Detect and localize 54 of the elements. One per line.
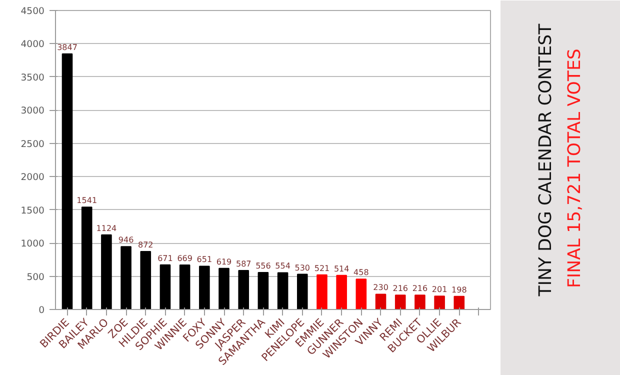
y-tick-label: 3000 bbox=[20, 106, 45, 117]
data-label: 230 bbox=[373, 283, 388, 292]
y-tick-label: 4000 bbox=[20, 39, 45, 50]
bar bbox=[101, 234, 112, 310]
data-label: 1124 bbox=[96, 224, 117, 233]
y-tick-label: 500 bbox=[26, 272, 45, 283]
bar bbox=[179, 264, 190, 310]
data-label: 587 bbox=[236, 259, 252, 268]
data-label: 216 bbox=[412, 284, 428, 294]
data-label: 521 bbox=[314, 264, 330, 273]
data-label: 669 bbox=[177, 254, 192, 264]
data-label: 514 bbox=[334, 264, 350, 274]
bar bbox=[199, 266, 210, 310]
bar bbox=[120, 246, 132, 310]
bar bbox=[454, 296, 465, 310]
bar bbox=[394, 294, 406, 310]
y-tick-label: 2500 bbox=[20, 138, 45, 150]
data-label: 946 bbox=[118, 236, 134, 245]
y-tick-label: 3500 bbox=[20, 72, 45, 84]
data-label: 619 bbox=[216, 257, 232, 266]
text: FINAL 15,721 TOTAL VOTES bbox=[564, 48, 585, 288]
data-label: 530 bbox=[294, 263, 310, 272]
bar bbox=[296, 274, 308, 310]
y-tick-label: 1500 bbox=[20, 205, 45, 216]
bar bbox=[140, 251, 152, 310]
bar bbox=[414, 294, 426, 310]
bar bbox=[160, 264, 171, 310]
data-label: 1541 bbox=[76, 196, 98, 206]
bar bbox=[375, 294, 386, 310]
y-tick-label: 1000 bbox=[20, 238, 45, 250]
data-label: 651 bbox=[196, 255, 212, 264]
data-label: 216 bbox=[392, 284, 408, 294]
y-tick-label: 4500 bbox=[20, 6, 45, 17]
bar bbox=[81, 206, 92, 310]
bar bbox=[356, 278, 367, 310]
data-label: 3847 bbox=[57, 42, 78, 52]
data-label: 554 bbox=[275, 262, 290, 271]
y-tick-label: 2000 bbox=[20, 172, 45, 184]
y-tick-label: 0 bbox=[38, 305, 45, 316]
bar bbox=[316, 274, 328, 310]
bar bbox=[277, 272, 288, 310]
bar bbox=[258, 272, 269, 310]
bar bbox=[218, 268, 230, 310]
data-label: 872 bbox=[138, 240, 154, 250]
data-label: 458 bbox=[354, 268, 369, 278]
data-label: 671 bbox=[158, 254, 173, 263]
bar bbox=[336, 274, 347, 310]
bar bbox=[238, 270, 250, 310]
data-label: 198 bbox=[452, 285, 467, 294]
text: TINY DOG CALENDAR CONTEST bbox=[536, 23, 556, 298]
bar bbox=[434, 296, 445, 310]
data-label: 201 bbox=[432, 285, 448, 294]
data-label: 556 bbox=[256, 262, 271, 271]
bar bbox=[62, 53, 73, 310]
